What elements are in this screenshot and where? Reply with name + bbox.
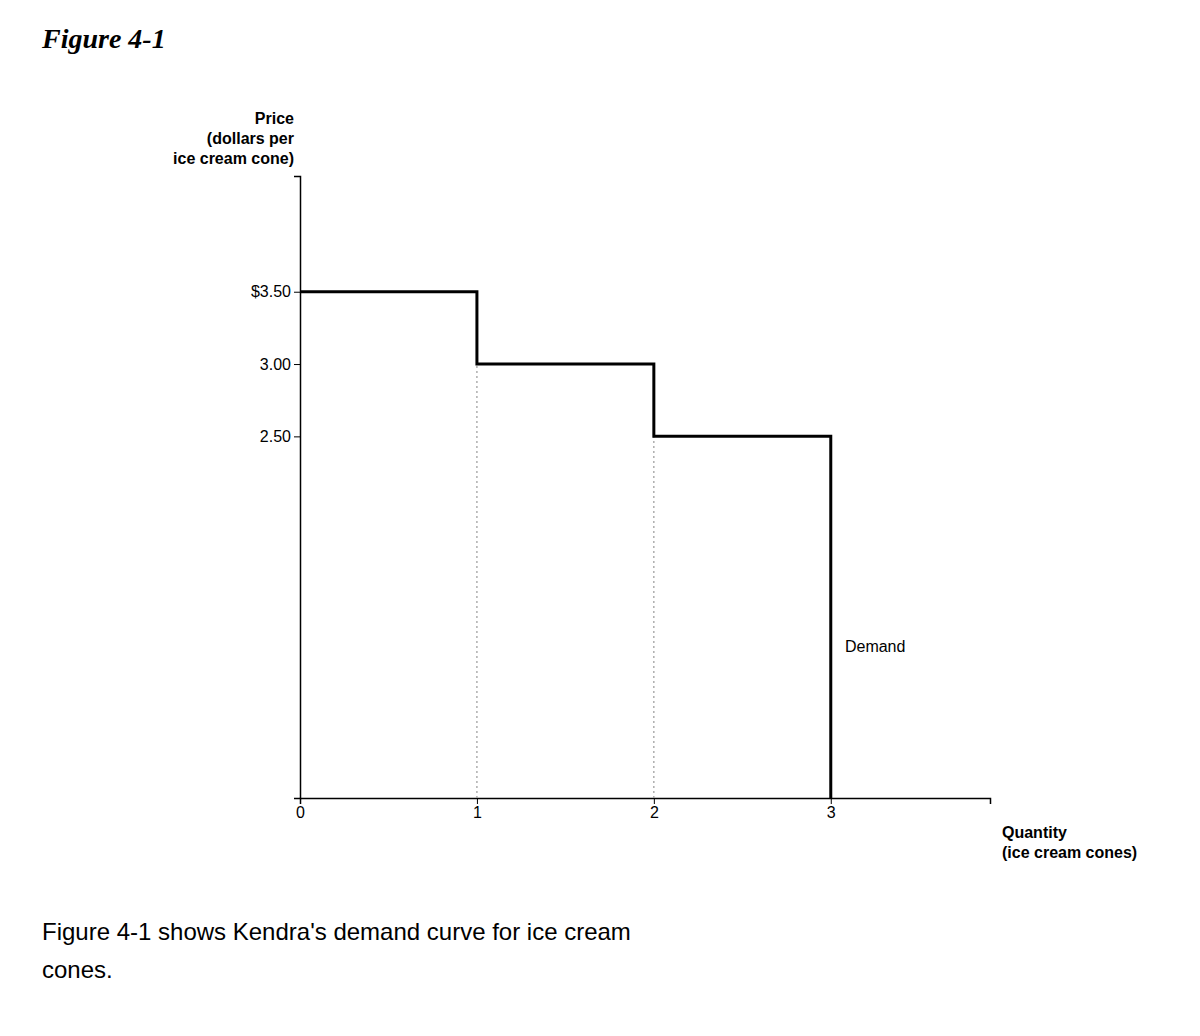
y-tick-mark: [294, 436, 300, 437]
reference-line: [476, 364, 477, 798]
demand-line: [300, 292, 831, 798]
caption: Figure 4-1 shows Kendra's demand curve f…: [42, 918, 631, 983]
title: Figure 4-1: [41, 23, 166, 54]
x-axis: 0 1 2 3: [296, 798, 990, 821]
y-tick: 2.50: [260, 428, 300, 445]
y-axis: 2.50 3.00 $3.50: [251, 177, 301, 799]
x-tick-label: 2: [650, 804, 659, 821]
x-tick-mark: [654, 798, 655, 804]
annotation: Demand: [845, 638, 905, 655]
y-tick-label: 2.50: [260, 428, 291, 445]
y-tick-label: 3.00: [260, 356, 291, 373]
y-tick-mark: [294, 364, 300, 365]
x-tick-label: 1: [473, 804, 482, 821]
x-tick: 1: [473, 798, 482, 821]
x-tick-mark: [831, 798, 832, 804]
reference-line: [653, 436, 654, 798]
chart: Figure 4-1 0 1 2 3 2.50 3.00 $3.50 Demand Price(d…: [0, 0, 1200, 1036]
x-tick: 3: [827, 798, 836, 821]
x-tick-label: 0: [296, 804, 305, 821]
x-tick: 0: [296, 798, 305, 821]
y-tick: $3.50: [251, 283, 300, 300]
x-tick-label: 3: [827, 804, 836, 821]
y-axis-line: [294, 177, 301, 799]
x-axis-title: Quantity(ice cream cones): [1002, 824, 1137, 861]
y-tick-label: $3.50: [251, 283, 291, 300]
x-tick: 2: [650, 798, 659, 821]
plot-area: [300, 292, 831, 798]
y-tick: 3.00: [260, 356, 300, 373]
x-tick-mark: [477, 798, 478, 804]
x-axis-line: [301, 799, 991, 805]
y-tick-mark: [294, 292, 300, 293]
y-axis-title: Price(dollars perice cream cone): [173, 110, 294, 167]
